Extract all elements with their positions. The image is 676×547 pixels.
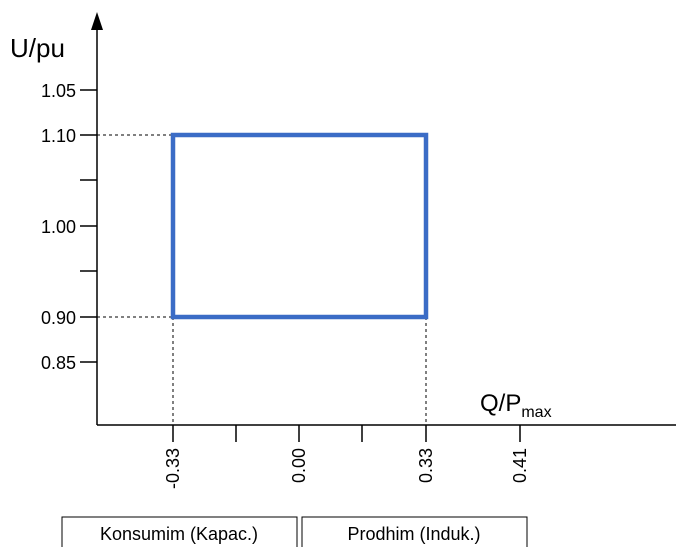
operating-region bbox=[170, 132, 429, 320]
y-ticks bbox=[80, 89, 97, 363]
y-tick-label: 0.85 bbox=[41, 353, 76, 373]
region-box bbox=[61, 516, 298, 547]
region-label: Konsumim (Kapac.) bbox=[100, 524, 258, 544]
y-axis-arrow bbox=[91, 12, 103, 30]
region-label: Prodhim (Induk.) bbox=[347, 524, 480, 544]
x-ticks bbox=[172, 425, 521, 442]
x-tick-label: 0.33 bbox=[416, 448, 436, 483]
x-axis-label: Q/Pmax bbox=[480, 390, 552, 421]
y-axis-label: U/pu bbox=[10, 33, 65, 63]
y-tick-label: 0.90 bbox=[41, 308, 76, 328]
x-tick-label: 0.41 bbox=[510, 448, 530, 483]
y-tick-label: 1.05 bbox=[41, 81, 76, 101]
region-box bbox=[301, 516, 528, 547]
x-axis-label-sub: max bbox=[521, 404, 551, 421]
y-tick-label: 1.10 bbox=[41, 126, 76, 146]
x-tick-label: -0.33 bbox=[163, 448, 183, 489]
x-tick-label: 0.00 bbox=[289, 448, 309, 483]
x-axis-label-main: Q/P bbox=[480, 390, 521, 417]
y-tick-label: 1.00 bbox=[41, 217, 76, 237]
